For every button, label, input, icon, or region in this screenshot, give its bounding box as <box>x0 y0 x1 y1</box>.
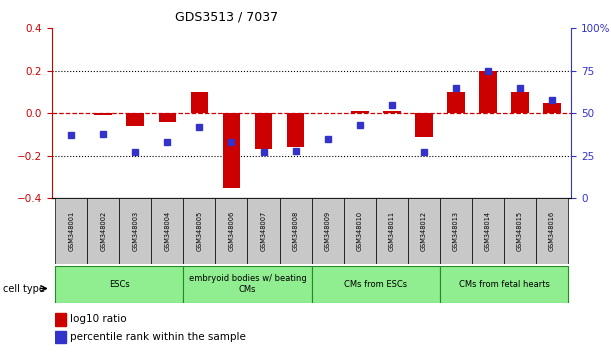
Bar <box>255 113 273 149</box>
Bar <box>408 198 440 264</box>
Bar <box>312 266 440 303</box>
Bar <box>415 113 433 137</box>
Bar <box>216 198 247 264</box>
Text: log10 ratio: log10 ratio <box>70 314 126 324</box>
Text: GSM348003: GSM348003 <box>133 211 138 251</box>
Text: GSM348008: GSM348008 <box>293 211 299 251</box>
Bar <box>472 198 504 264</box>
Bar <box>440 198 472 264</box>
Bar <box>440 266 568 303</box>
Text: GDS3513 / 7037: GDS3513 / 7037 <box>175 11 277 24</box>
Bar <box>479 71 497 113</box>
Text: cell type: cell type <box>3 284 45 293</box>
Bar <box>247 198 280 264</box>
Bar <box>119 198 152 264</box>
Bar <box>504 198 536 264</box>
Bar <box>55 313 66 326</box>
Bar <box>312 198 343 264</box>
Bar <box>126 113 144 126</box>
Text: GSM348010: GSM348010 <box>357 211 363 251</box>
Text: GSM348016: GSM348016 <box>549 211 555 251</box>
Bar <box>222 113 240 188</box>
Text: GSM348007: GSM348007 <box>260 211 266 251</box>
Text: percentile rank within the sample: percentile rank within the sample <box>70 332 246 342</box>
Text: CMs from fetal hearts: CMs from fetal hearts <box>458 280 549 289</box>
Bar <box>383 111 401 113</box>
Bar <box>158 113 176 122</box>
Text: GSM348014: GSM348014 <box>485 211 491 251</box>
Bar <box>55 331 66 343</box>
Text: CMs from ESCs: CMs from ESCs <box>344 280 408 289</box>
Bar <box>351 111 368 113</box>
Text: GSM348005: GSM348005 <box>196 211 202 251</box>
Bar <box>183 266 312 303</box>
Bar <box>543 103 561 113</box>
Text: GSM348015: GSM348015 <box>517 211 523 251</box>
Bar <box>55 266 183 303</box>
Text: GSM348013: GSM348013 <box>453 211 459 251</box>
Text: GSM348001: GSM348001 <box>68 211 74 251</box>
Text: GSM348011: GSM348011 <box>389 211 395 251</box>
Bar <box>95 113 112 115</box>
Text: GSM348009: GSM348009 <box>324 211 331 251</box>
Bar <box>183 198 216 264</box>
Bar <box>280 198 312 264</box>
Bar <box>287 113 304 147</box>
Text: GSM348002: GSM348002 <box>100 211 106 251</box>
Bar <box>152 198 183 264</box>
Bar <box>447 92 465 113</box>
Bar <box>343 198 376 264</box>
Bar <box>511 92 529 113</box>
Bar <box>376 198 408 264</box>
Text: ESCs: ESCs <box>109 280 130 289</box>
Text: GSM348004: GSM348004 <box>164 211 170 251</box>
Bar <box>87 198 119 264</box>
Text: GSM348012: GSM348012 <box>421 211 427 251</box>
Text: embryoid bodies w/ beating
CMs: embryoid bodies w/ beating CMs <box>189 274 306 294</box>
Bar <box>191 92 208 113</box>
Bar <box>536 198 568 264</box>
Bar <box>55 198 87 264</box>
Text: GSM348006: GSM348006 <box>229 211 235 251</box>
